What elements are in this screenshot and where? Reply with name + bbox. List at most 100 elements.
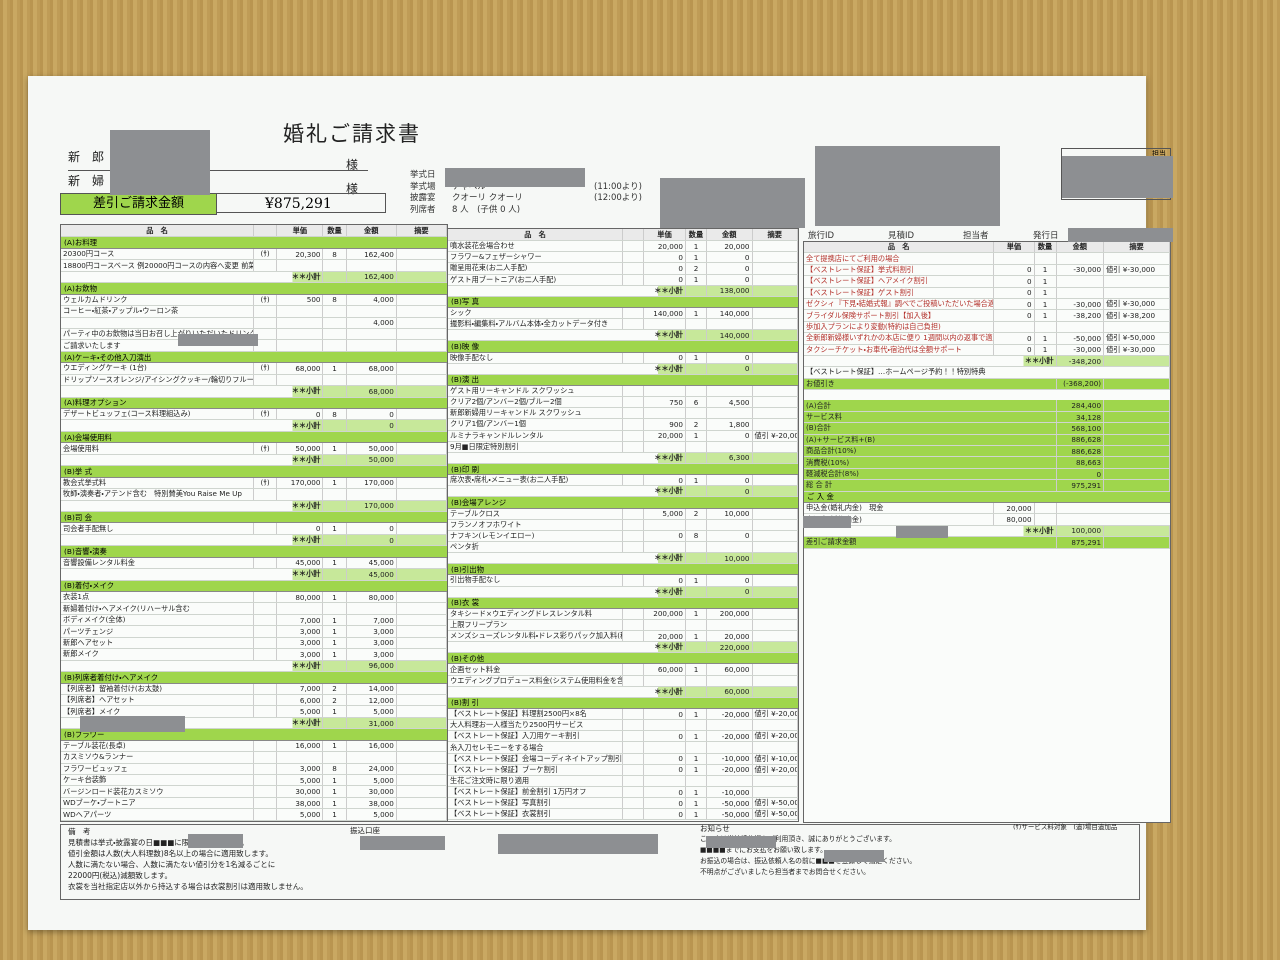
- line-item: 上限フリープラン: [448, 619, 798, 632]
- id-label: 見積ID: [888, 231, 915, 241]
- item-amount: 0: [347, 523, 397, 534]
- cell: [254, 489, 278, 500]
- cell: [623, 252, 644, 263]
- cell: [686, 519, 707, 530]
- item-name: 【列席者】留袖着付け(お太鼓): [61, 683, 254, 694]
- cell: [753, 720, 798, 731]
- cell: [753, 252, 798, 263]
- item-qty: 2: [686, 419, 707, 430]
- item-price: 0: [644, 731, 686, 742]
- cell: [623, 575, 644, 586]
- line-item: シック 140,000 1 140,000: [448, 307, 798, 320]
- cell: [753, 319, 798, 330]
- cell: [397, 328, 447, 340]
- item-price: 6,000: [277, 694, 324, 706]
- info-line: 不明点がございましたら担当者までお問合せください。: [700, 868, 870, 876]
- cell: [1104, 480, 1170, 491]
- cell: [623, 352, 644, 363]
- subtotal-label: ＊＊小計: [61, 717, 324, 729]
- cell: [753, 263, 798, 274]
- item-amount: 0: [707, 575, 753, 586]
- subtotal-label: ＊＊小計: [61, 454, 324, 466]
- cell: [277, 489, 324, 500]
- id-label: 旅行ID: [808, 231, 835, 241]
- column-header-cell: 単価: [994, 242, 1035, 253]
- line-item: 【列席者】メイク 5,000 1 5,000: [61, 706, 447, 718]
- item-amount: -30,000: [1057, 264, 1105, 276]
- section-title: (A)料理オプション: [61, 397, 447, 409]
- subtotal-label: ＊＊小計: [61, 534, 324, 546]
- info-value: 8 人 (子供 0 人): [452, 204, 521, 215]
- cell: [644, 775, 686, 787]
- item-name: 【列席者】メイク: [61, 706, 254, 717]
- cell: [277, 752, 324, 763]
- line-item: ペンタ折: [448, 541, 798, 554]
- item-price: 140,000: [644, 307, 686, 319]
- line-item: 映像手配なし 0 1 0: [448, 352, 798, 364]
- item-qty: 1: [1035, 276, 1057, 287]
- cell: [397, 775, 447, 786]
- section-title: (B)挙 式: [61, 466, 447, 478]
- total-label: (B)合計: [804, 423, 1057, 434]
- item-price: 0: [994, 344, 1035, 355]
- total-row: (B)合計 568,100: [804, 423, 1170, 435]
- cell: [753, 586, 798, 597]
- cell: [1104, 446, 1170, 457]
- item-amount: 0: [707, 252, 753, 263]
- item-name: ゲスト用ブートニア(お二人手配): [448, 274, 623, 285]
- item-qty: 1: [686, 352, 707, 363]
- item-price: 5,000: [644, 508, 686, 519]
- item-amount: 12,000: [347, 694, 397, 706]
- line-item: 【ベストレート保証】前金割引 1万円オフ 0 1 -10,000: [448, 787, 798, 799]
- cell: [397, 374, 447, 386]
- cell: [397, 294, 447, 306]
- cell: [753, 530, 798, 541]
- line-item: 噴水装花会場合わせ 20,000 1 20,000: [448, 241, 798, 253]
- cell: [347, 328, 397, 340]
- subtotal-label: ＊＊小計: [448, 363, 686, 374]
- total-row: 総 合 計 975,291: [804, 480, 1170, 492]
- item-name: 全新郎新婦様いずれかの本店に便り 1週間以内の返事で適応: [806, 333, 995, 344]
- item-name: メンズシューズレンタル料・ドレス彩りパック加入料(税): [450, 631, 623, 642]
- total-value: 88,663: [1057, 457, 1105, 468]
- item-price: 0: [277, 523, 324, 534]
- column-header-cell: 品 名: [61, 225, 254, 237]
- item-amount: 0: [707, 475, 753, 486]
- cell: [347, 340, 397, 351]
- item-amount: 0: [707, 274, 753, 285]
- cell: [254, 340, 278, 351]
- cell: [644, 319, 686, 330]
- line-item: 新郎ヘアセット 3,000 1 3,000: [61, 637, 447, 650]
- subtotal-row: ＊＊小計 60,000: [448, 686, 798, 698]
- cell: [277, 317, 324, 328]
- item-qty: 2: [686, 508, 707, 519]
- cell: [397, 649, 447, 660]
- subtotal-value: 50,000: [347, 454, 397, 466]
- item-name: 【ベストレート保証】ゲスト割引: [804, 287, 995, 298]
- line-item: 歩加入プランにより変動(特約は自己負担): [804, 321, 1170, 334]
- subtotal-row: ＊＊小計 138,000: [448, 285, 798, 297]
- cell: [753, 619, 798, 631]
- cell: [61, 317, 254, 328]
- redaction: [706, 836, 776, 848]
- right-column: 品 名単価 数量 金額 摘要 全て提携店にてご利用の場合 【ベストレート保証】挙式料割引 0…: [803, 241, 1171, 823]
- cell: [644, 519, 686, 530]
- notes-title: 備 考: [68, 827, 91, 836]
- cell: [644, 385, 686, 397]
- item-qty: 1: [686, 664, 707, 675]
- item-amount: -20,000: [707, 709, 753, 720]
- cell: [254, 706, 278, 717]
- cell: [753, 775, 798, 787]
- item-name: 歩加入プランにより変動(特約は自己負担): [804, 321, 995, 333]
- subtotal-row: ＊＊小計 0: [448, 486, 798, 498]
- cell: [277, 603, 324, 614]
- section-title: (B)引出物: [448, 564, 798, 576]
- total-row: 申込金(婚礼内金) 現金 20,000: [804, 502, 1170, 515]
- cell: [623, 541, 644, 553]
- cell: [254, 752, 278, 763]
- cell: [644, 742, 686, 753]
- line-item: クリア1個/アンバー1個 900 2 1,800: [448, 419, 798, 431]
- item-amount: -30,000: [1057, 344, 1105, 355]
- item-price: 0: [644, 274, 686, 285]
- item-price: 170,000: [277, 477, 324, 489]
